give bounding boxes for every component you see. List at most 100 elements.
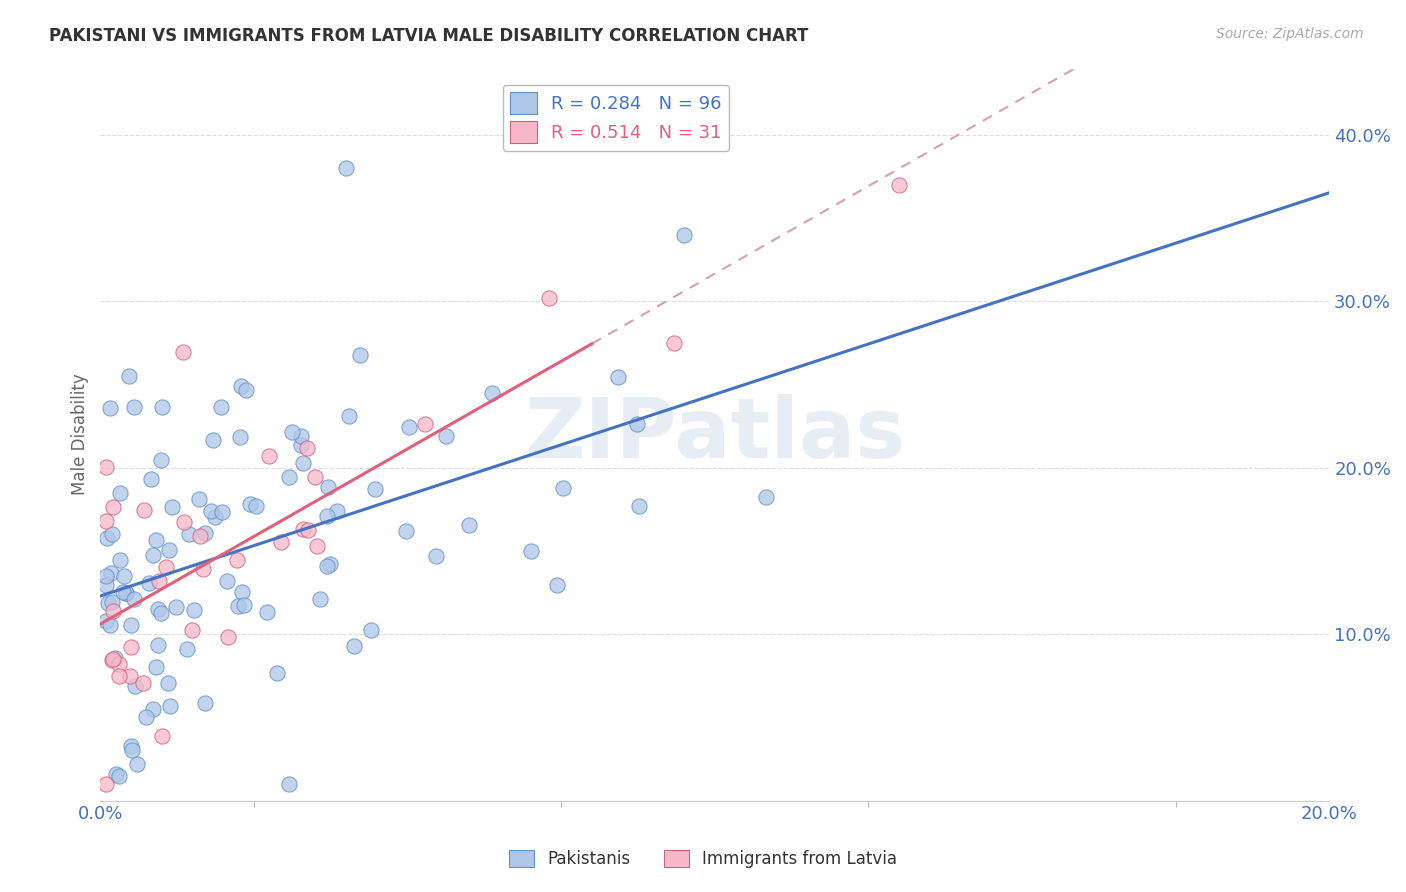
Point bbox=[364, 483, 387, 497]
Point bbox=[157, 676, 180, 690]
Point bbox=[142, 702, 165, 716]
Point bbox=[337, 409, 360, 423]
Point bbox=[627, 499, 650, 513]
Point bbox=[148, 574, 170, 589]
Text: Source: ZipAtlas.com: Source: ZipAtlas.com bbox=[1216, 27, 1364, 41]
Point bbox=[173, 516, 195, 530]
Point bbox=[101, 595, 124, 609]
Point bbox=[150, 401, 173, 415]
Point bbox=[165, 600, 187, 615]
Point bbox=[121, 618, 143, 632]
Point bbox=[755, 490, 778, 504]
Point bbox=[316, 508, 339, 523]
Point bbox=[360, 623, 382, 637]
Y-axis label: Male Disability: Male Disability bbox=[72, 374, 89, 495]
Point bbox=[97, 596, 120, 610]
Point bbox=[101, 653, 124, 667]
Point bbox=[315, 558, 337, 573]
Point bbox=[215, 574, 238, 588]
Point bbox=[138, 575, 160, 590]
Point bbox=[145, 533, 167, 548]
Point bbox=[132, 676, 155, 690]
Point bbox=[176, 642, 198, 657]
Point bbox=[118, 669, 141, 683]
Point bbox=[155, 560, 177, 574]
Point bbox=[132, 503, 155, 517]
Point bbox=[122, 591, 145, 606]
Point bbox=[135, 710, 157, 724]
Point bbox=[149, 452, 172, 467]
Point bbox=[297, 523, 319, 537]
Point bbox=[295, 441, 318, 455]
Point bbox=[607, 369, 630, 384]
Point bbox=[292, 522, 315, 536]
Point bbox=[112, 569, 135, 583]
Point bbox=[664, 335, 686, 350]
Point bbox=[100, 566, 122, 580]
Point bbox=[257, 449, 280, 463]
Point bbox=[290, 438, 312, 452]
Point bbox=[112, 585, 135, 599]
Point bbox=[96, 777, 118, 791]
Point bbox=[118, 368, 141, 383]
Point bbox=[398, 420, 420, 434]
Point bbox=[183, 603, 205, 617]
Point bbox=[159, 699, 181, 714]
Point bbox=[108, 769, 131, 783]
Point bbox=[304, 469, 326, 483]
Point bbox=[551, 481, 574, 495]
Point bbox=[124, 679, 146, 693]
Point bbox=[325, 504, 347, 518]
Point bbox=[121, 743, 143, 757]
Point bbox=[142, 549, 165, 563]
Point bbox=[309, 592, 332, 607]
Point bbox=[96, 569, 118, 583]
Point bbox=[889, 178, 911, 192]
Point bbox=[211, 505, 233, 519]
Point bbox=[180, 623, 202, 637]
Point bbox=[434, 428, 457, 442]
Point bbox=[239, 498, 262, 512]
Point bbox=[96, 514, 118, 528]
Point bbox=[626, 417, 648, 432]
Point bbox=[146, 639, 169, 653]
Point bbox=[146, 602, 169, 616]
Point bbox=[108, 657, 131, 672]
Point bbox=[277, 777, 299, 791]
Point bbox=[316, 480, 339, 494]
Point bbox=[100, 618, 122, 632]
Point bbox=[546, 578, 568, 592]
Point bbox=[108, 552, 131, 566]
Point bbox=[96, 614, 118, 628]
Text: ZIPatlas: ZIPatlas bbox=[524, 394, 905, 475]
Point bbox=[149, 606, 172, 620]
Point bbox=[191, 562, 214, 576]
Point bbox=[96, 577, 118, 591]
Point bbox=[209, 401, 232, 415]
Point bbox=[395, 524, 418, 538]
Point bbox=[96, 531, 118, 545]
Point bbox=[139, 472, 162, 486]
Point bbox=[105, 766, 128, 780]
Point bbox=[107, 669, 129, 683]
Point bbox=[101, 604, 124, 618]
Point bbox=[425, 549, 447, 564]
Point bbox=[162, 500, 184, 514]
Point bbox=[172, 344, 194, 359]
Point bbox=[110, 486, 132, 500]
Point bbox=[256, 606, 278, 620]
Point bbox=[318, 558, 340, 572]
Point bbox=[520, 544, 543, 558]
Point bbox=[194, 526, 217, 541]
Point bbox=[200, 504, 222, 518]
Point bbox=[217, 630, 239, 644]
Point bbox=[305, 539, 328, 553]
Point bbox=[101, 500, 124, 515]
Point bbox=[125, 757, 148, 772]
Point bbox=[101, 526, 124, 541]
Point bbox=[150, 729, 173, 743]
Point bbox=[103, 651, 125, 665]
Point bbox=[537, 291, 560, 305]
Point bbox=[115, 585, 138, 599]
Point bbox=[226, 599, 249, 614]
